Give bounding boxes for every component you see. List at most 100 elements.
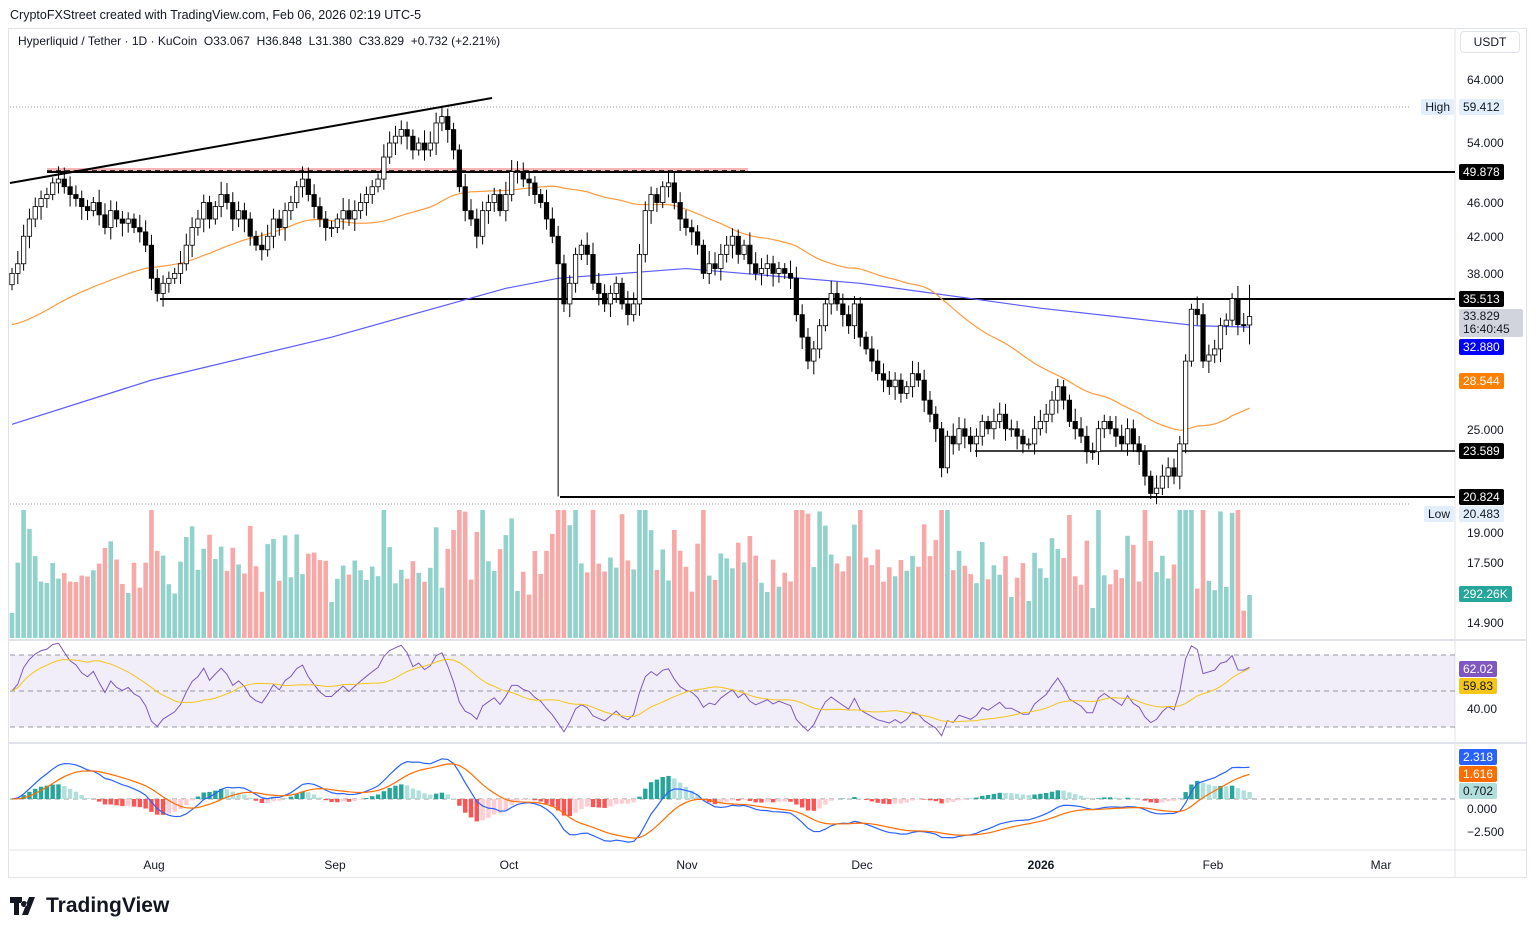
candle-up [816,325,823,350]
volume-bar [428,567,433,638]
volume-bar [32,556,38,638]
volume-bar [1165,578,1171,638]
volume-bar [1003,556,1008,638]
macd-histogram-bar [608,799,613,807]
volume-bar [125,592,131,638]
candle-down [968,435,974,445]
candle-down [985,420,991,430]
candle-down [555,235,561,265]
candle-up [433,122,439,144]
macd-histogram-bar [515,799,520,802]
volume-bar [439,587,445,638]
volume-bar [1183,510,1188,638]
volume-bar [247,525,253,638]
macd-histogram-bar [242,794,247,799]
candle-down [782,268,788,274]
candle-up [357,202,364,212]
low-label: Low [1423,506,1454,522]
candle-down [857,303,863,338]
candle-up [381,156,387,180]
macd-histogram-bar [1038,793,1043,799]
macd-histogram-bar [1102,797,1107,799]
volume-bar [590,510,596,638]
volume-bar [579,563,584,638]
volume-bar [672,529,677,638]
candle-down [79,198,85,207]
macd-histogram-bar [765,799,770,803]
macd-histogram-bar [422,793,427,799]
volume-bar [497,549,503,638]
chart-credit: CryptoFXStreet created with TradingView.… [10,8,422,22]
volume-bar [346,574,352,638]
volume-bar [1009,597,1014,638]
time-label: Aug [143,858,165,872]
volume-bar [881,581,886,638]
candle-down [1113,428,1119,437]
volume-bar [154,550,160,638]
volume-bar [276,580,282,638]
candle-down [241,210,247,220]
macd-histogram-bar [236,792,241,799]
macd-histogram-bar [108,799,113,805]
candle-up [973,435,980,445]
volume-bar [567,525,573,638]
candle-down [549,218,555,237]
bar-countdown: 16:40:45 [1463,322,1510,336]
volume-bar [1200,510,1206,638]
macd-histogram-bar [21,795,26,799]
candle-up [387,142,393,158]
macd-histogram-bar [550,799,555,807]
volume-bar [642,510,648,638]
macd-histogram-bar [1125,797,1130,799]
macd-histogram-bar [637,796,642,799]
volume-bar [683,566,689,638]
symbol-name[interactable]: Hyperliquid / Tether · 1D · KuCoin [18,34,198,48]
candle-down [462,186,468,212]
candle-down [753,263,759,274]
candle-up [776,268,782,274]
macd-histogram-bar [1224,786,1229,799]
macd-histogram-bar [9,799,15,800]
volume-bar [358,570,363,638]
time-label: Oct [499,858,519,872]
candle-up [909,373,916,388]
volume-bar [166,584,172,638]
macd-histogram-bar [358,799,363,800]
tradingview-logo[interactable]: TradingView [10,894,169,918]
macd-histogram-bar [951,799,956,803]
macd-histogram-bar [1200,782,1206,799]
candle-down [1072,420,1078,430]
candle-up [375,178,381,188]
volume-bar [329,602,334,638]
macd-histogram-bar [584,799,590,807]
macd-histogram-bar [753,799,758,803]
price-change: +0.732 (+2.21%) [410,34,501,48]
volume-bar [654,569,660,638]
volume-bar [282,535,288,638]
candle-down [1107,420,1113,430]
candle-down [694,231,701,246]
volume-bar [956,550,962,638]
currency-button[interactable]: USDT [1460,31,1520,53]
resistance-zone [47,168,748,173]
volume-bar [85,576,90,638]
volume-bar [1229,512,1235,638]
level-tag: 20.824 [1459,489,1504,505]
macd-histogram-bar [677,782,683,799]
candle-down [305,178,311,195]
ohlc-open: O33.067 [203,34,250,48]
candle-up [166,277,172,284]
volume-bar [224,570,230,638]
candle-down [787,273,794,279]
macd-histogram-bar [149,799,154,812]
macd-histogram-bar [1206,784,1212,799]
volume-bar [776,586,782,638]
candle-down [1066,399,1073,422]
macd-histogram-bar [38,786,44,799]
candle-up [1229,298,1235,321]
macd-histogram-bar [829,799,834,801]
macd-histogram-bar [904,799,909,803]
candle-up [44,194,50,199]
macd-histogram-bar [666,775,671,799]
